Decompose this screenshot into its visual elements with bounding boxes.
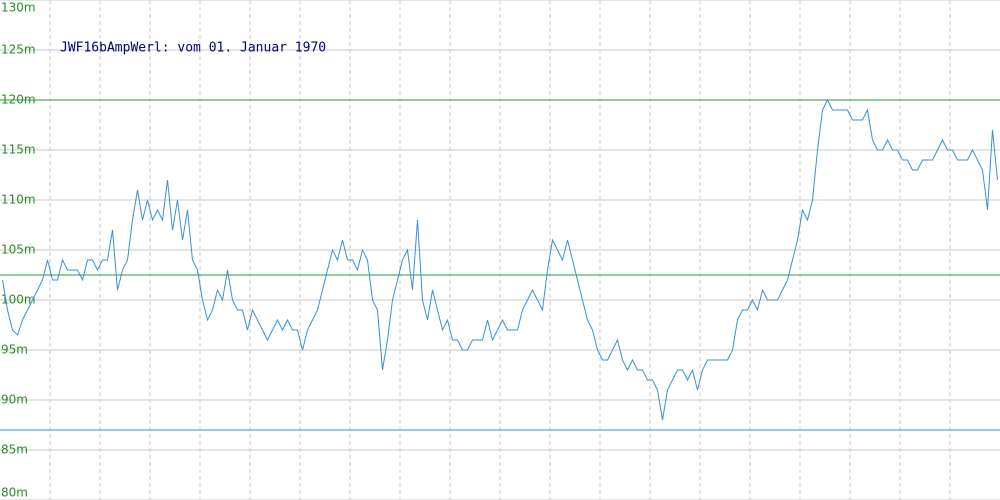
vertical-grid	[49, 0, 951, 500]
y-tick-label: 85m	[1, 443, 28, 457]
y-tick-label: 95m	[1, 343, 28, 357]
chart-title: JWF16bAmpWerl: vom 01. Januar 1970	[60, 41, 326, 56]
y-tick-label: 115m	[1, 143, 36, 157]
y-tick-label: 80m	[1, 486, 28, 500]
y-tick-label: 100m	[1, 293, 36, 307]
data-line	[2, 98, 998, 421]
y-tick-label: 90m	[1, 393, 28, 407]
y-tick-label: 125m	[1, 43, 36, 57]
y-tick-label: 130m	[1, 1, 36, 15]
y-tick-label: 105m	[1, 243, 36, 257]
y-tick-label: 110m	[1, 193, 36, 207]
